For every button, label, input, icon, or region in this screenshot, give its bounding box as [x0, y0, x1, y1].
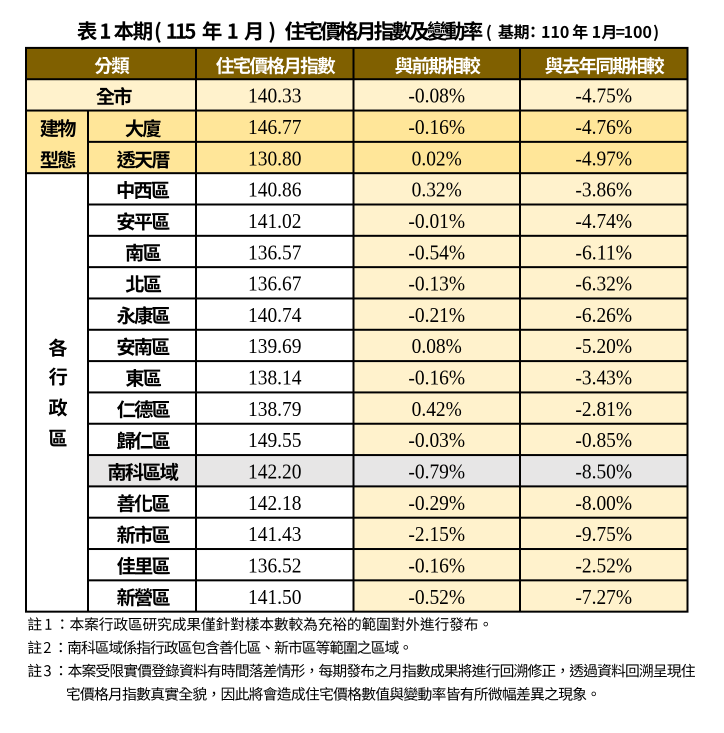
svg-text:130.80: 130.80 [248, 146, 302, 170]
svg-text:-0.08%: -0.08% [408, 84, 465, 108]
svg-text:-0.29%: -0.29% [408, 491, 465, 515]
svg-text:-8.50%: -8.50% [575, 460, 632, 484]
svg-text:138.79: 138.79 [248, 397, 302, 421]
svg-text:-5.20%: -5.20% [575, 334, 632, 358]
svg-text:-2.81%: -2.81% [575, 397, 632, 421]
svg-text:149.55: 149.55 [248, 428, 302, 452]
svg-text:-0.79%: -0.79% [408, 460, 465, 484]
svg-text:142.20: 142.20 [248, 460, 302, 484]
svg-text:136.57: 136.57 [248, 240, 302, 264]
svg-text:-0.01%: -0.01% [408, 209, 465, 233]
svg-text:-8.00%: -8.00% [575, 491, 632, 515]
svg-text:-2.52%: -2.52% [575, 553, 632, 577]
svg-text:-0.16%: -0.16% [408, 366, 465, 390]
svg-text:-6.11%: -6.11% [575, 240, 632, 264]
svg-text:0.42%: 0.42% [412, 397, 462, 421]
svg-text:-0.16%: -0.16% [408, 553, 465, 577]
svg-text:140.74: 140.74 [248, 303, 302, 327]
svg-text:-3.86%: -3.86% [575, 178, 632, 202]
svg-text:141.02: 141.02 [248, 209, 302, 233]
svg-text:-3.43%: -3.43% [575, 366, 632, 390]
svg-text:-4.74%: -4.74% [575, 209, 632, 233]
svg-text:-0.16%: -0.16% [408, 115, 465, 139]
svg-text:136.67: 136.67 [248, 272, 302, 296]
svg-text:138.14: 138.14 [248, 366, 302, 390]
svg-text:-0.03%: -0.03% [408, 428, 465, 452]
svg-text:142.18: 142.18 [248, 491, 302, 515]
svg-text:-0.21%: -0.21% [408, 303, 465, 327]
svg-text:140.33: 140.33 [248, 84, 302, 108]
svg-text:0.08%: 0.08% [412, 334, 462, 358]
svg-text:-6.26%: -6.26% [575, 303, 632, 327]
svg-text:-7.27%: -7.27% [575, 585, 632, 609]
svg-text:0.32%: 0.32% [412, 178, 462, 202]
svg-text:-6.32%: -6.32% [575, 272, 632, 296]
svg-text:-4.97%: -4.97% [575, 146, 632, 170]
svg-text:-2.15%: -2.15% [408, 522, 465, 546]
svg-text:141.50: 141.50 [248, 585, 302, 609]
svg-text:-4.76%: -4.76% [575, 115, 632, 139]
svg-text:-0.85%: -0.85% [575, 428, 632, 452]
svg-text:136.52: 136.52 [248, 553, 302, 577]
svg-text:139.69: 139.69 [248, 334, 302, 358]
svg-text:-0.54%: -0.54% [408, 240, 465, 264]
svg-text:-0.52%: -0.52% [408, 585, 465, 609]
svg-text:-0.13%: -0.13% [408, 272, 465, 296]
svg-text:0.02%: 0.02% [412, 146, 462, 170]
svg-text:140.86: 140.86 [248, 178, 302, 202]
svg-text:-4.75%: -4.75% [575, 84, 632, 108]
svg-text:-9.75%: -9.75% [575, 522, 632, 546]
svg-text:146.77: 146.77 [248, 115, 302, 139]
svg-text:141.43: 141.43 [248, 522, 302, 546]
